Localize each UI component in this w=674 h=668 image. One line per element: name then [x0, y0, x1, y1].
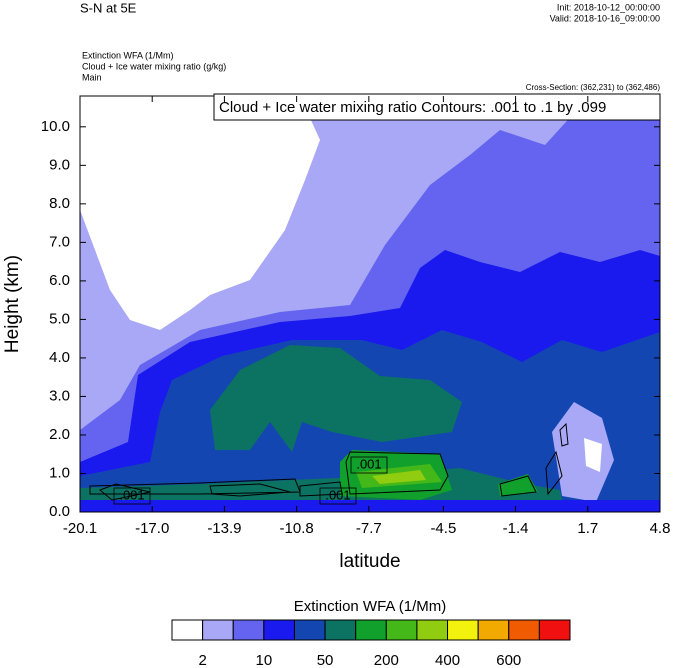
valid-time: Valid: 2018-10-16_09:00:00: [550, 13, 660, 23]
x-tick-label: -4.5: [430, 520, 456, 537]
contour-label-box: [319, 487, 357, 505]
contour-label: .001: [119, 487, 144, 502]
colorbar-swatch: [171, 619, 204, 641]
filled-region: [584, 438, 602, 472]
y-tick-label: 2.0: [49, 426, 70, 443]
field-name: Main: [82, 72, 102, 82]
contour-info-box: [213, 93, 661, 121]
cross-section: Cross-Section: (362,231) to (362,486): [526, 83, 661, 92]
colorbar-label: 200: [374, 652, 399, 668]
filled-region: [210, 345, 462, 452]
colorbar-label: 2: [198, 652, 206, 668]
x-axis-label: latitude: [339, 551, 400, 572]
y-tick-label: 7.0: [49, 233, 70, 250]
contour-label: .001: [356, 456, 381, 471]
y-tick-label: 1.0: [49, 464, 70, 481]
filled-region: [80, 96, 320, 330]
x-tick-label: 1.7: [577, 520, 598, 537]
colorbar-swatch: [202, 619, 234, 641]
filled-region: [80, 500, 660, 512]
colorbar-swatch: [416, 619, 449, 641]
x-tick-label: -10.8: [280, 520, 314, 537]
colorbar-label: 10: [256, 652, 273, 668]
field-name: Extinction WFA (1/Mm): [82, 50, 174, 60]
filled-region: [372, 470, 426, 484]
colorbar-swatch: [324, 619, 357, 641]
contour-info: Cloud + Ice water mixing ratio Contours:…: [219, 99, 606, 116]
y-tick-label: 3.0: [49, 387, 70, 404]
colorbar-title: Extinction WFA (1/Mm): [294, 598, 447, 615]
x-tick-label: -17.0: [135, 520, 169, 537]
init-time: Init: 2018-10-12_00:00:00: [557, 2, 660, 12]
colorbar-swatch: [355, 619, 387, 641]
colorbar-swatch: [232, 619, 265, 641]
colorbar-swatch: [447, 619, 479, 641]
y-tick-label: 10.0: [41, 118, 70, 135]
y-tick-label: 9.0: [49, 156, 70, 173]
y-axis-label: Height (km): [2, 255, 23, 353]
colorbar-label: 600: [496, 652, 521, 668]
contour-label-box: [113, 487, 151, 505]
x-tick-label: -7.7: [356, 520, 382, 537]
contour-field: [80, 96, 660, 512]
filled-region: [498, 474, 538, 496]
y-tick-label: 6.0: [49, 272, 70, 289]
colorbar-swatch: [385, 619, 418, 641]
colorbar-swatch: [477, 619, 510, 641]
x-tick-label: 4.8: [650, 520, 671, 537]
colorbar-swatch: [263, 619, 295, 641]
y-tick-label: 4.0: [49, 349, 70, 366]
colorbar-swatch: [293, 619, 326, 641]
colorbar-label: 400: [435, 652, 460, 668]
filled-region: [552, 402, 614, 502]
y-tick-label: 0.0: [49, 503, 70, 520]
chart-title: S-N at 5E: [80, 0, 137, 15]
colorbar-swatch: [538, 619, 571, 641]
colorbar-label: 50: [317, 652, 334, 668]
x-tick-label: -1.4: [503, 520, 529, 537]
contour-label-box: [350, 456, 388, 474]
y-tick-label: 8.0: [49, 195, 70, 212]
contour-label: .001: [325, 487, 350, 502]
colorbar-swatch: [508, 619, 540, 641]
x-tick-label: -20.1: [63, 520, 97, 537]
field-name: Cloud + Ice water mixing ratio (g/kg): [82, 61, 226, 71]
y-tick-label: 5.0: [49, 310, 70, 327]
x-tick-label: -13.9: [207, 520, 241, 537]
